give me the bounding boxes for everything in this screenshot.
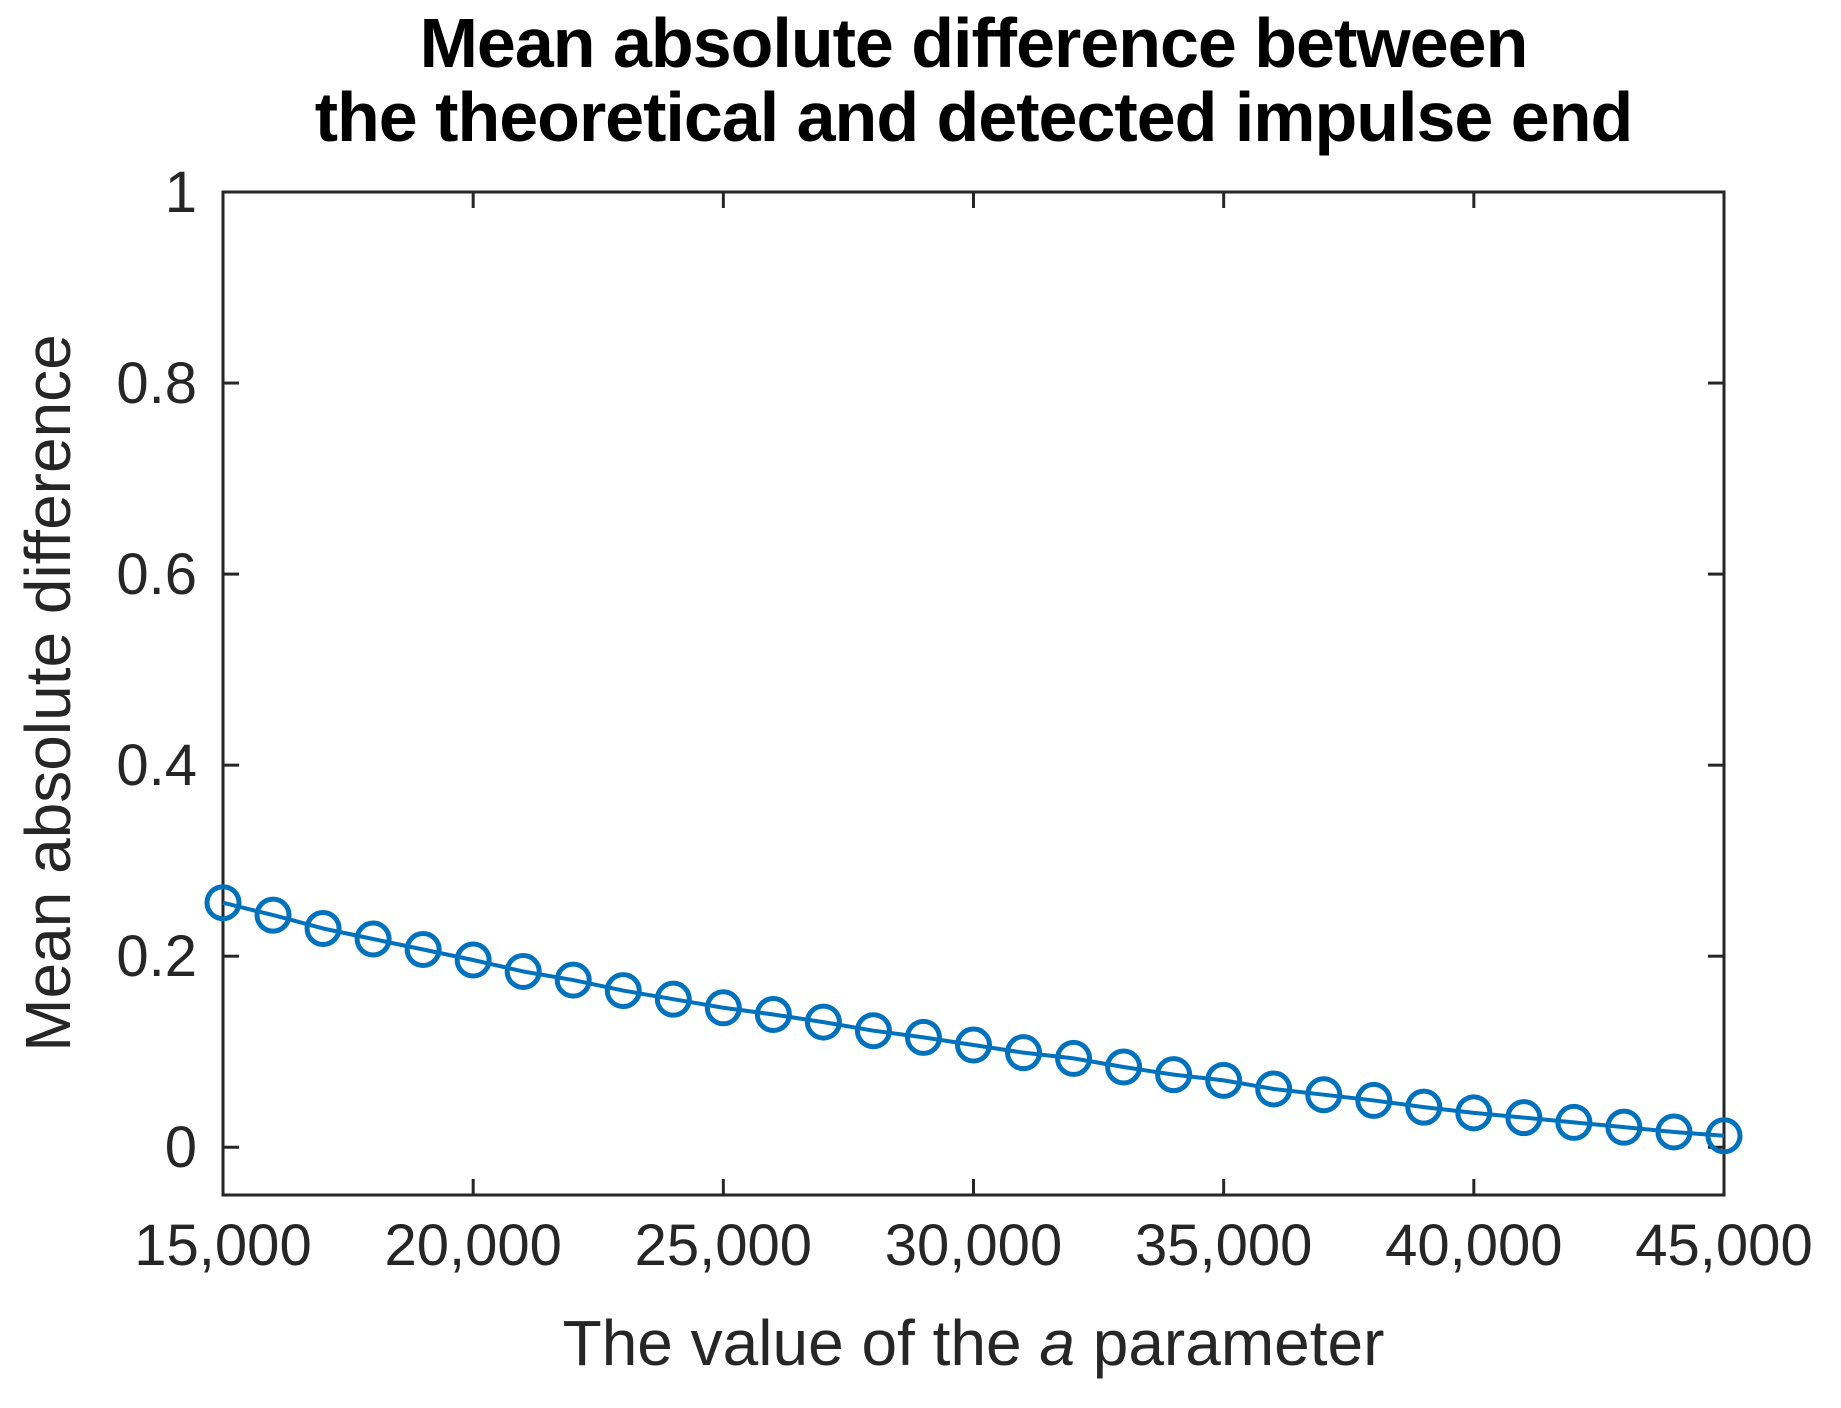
y-tick-label: 0.2 [116, 924, 197, 989]
x-axis-label: The value of the a parameter [223, 1306, 1724, 1380]
data-point-marker [1705, 1117, 1743, 1155]
data-point-marker [354, 920, 392, 958]
x-tick-label: 45,000 [1635, 1213, 1812, 1278]
data-point-marker [304, 909, 342, 947]
data-point-marker [454, 941, 492, 979]
x-tick-label: 15,000 [134, 1213, 311, 1278]
data-point-marker [1255, 1070, 1293, 1108]
data-point-marker [754, 995, 792, 1033]
data-point-marker [1605, 1108, 1643, 1146]
y-tick-label: 1 [165, 160, 197, 225]
chart-title-line2: the theoretical and detected impulse end [314, 78, 1634, 157]
data-point-marker [654, 980, 692, 1018]
y-axis-label: Mean absolute difference [12, 334, 84, 1052]
data-point-marker [404, 931, 442, 969]
data-point-marker [804, 1003, 842, 1041]
x-tick-label: 25,000 [635, 1213, 812, 1278]
data-point-marker [1055, 1039, 1093, 1077]
data-line [222, 900, 1725, 1138]
x-axis-label-suffix: parameter [1074, 1307, 1385, 1379]
data-point-marker [854, 1012, 892, 1050]
data-point-marker [1305, 1076, 1343, 1114]
data-point-marker [904, 1018, 942, 1056]
data-point-marker [504, 952, 542, 990]
data-point-marker [204, 884, 242, 922]
chart-title: Mean absolute difference between the the… [223, 4, 1724, 157]
data-point-marker [1155, 1056, 1193, 1094]
data-point-marker [604, 972, 642, 1010]
y-tick-label: 0.6 [116, 542, 197, 607]
x-tick-label: 40,000 [1385, 1213, 1562, 1278]
data-point-marker [254, 896, 292, 934]
data-point-marker [1405, 1088, 1443, 1126]
data-point-marker [554, 961, 592, 999]
data-point-marker [1205, 1061, 1243, 1099]
x-tick-label: 35,000 [1135, 1213, 1312, 1278]
x-tick-label: 30,000 [885, 1213, 1062, 1278]
y-tick-label: 0.4 [116, 733, 197, 798]
data-point-marker [1555, 1103, 1593, 1141]
y-tick-label: 0.8 [116, 351, 197, 416]
data-point-marker [1505, 1099, 1543, 1137]
data-point-marker [704, 989, 742, 1027]
chart-title-line1: Mean absolute difference between [419, 4, 1529, 82]
x-axis-label-prefix: The value of the [562, 1307, 1040, 1379]
data-point-marker [1655, 1113, 1693, 1151]
x-axis-label-parameter-symbol: a [1039, 1307, 1075, 1379]
data-point-marker [955, 1026, 992, 1064]
data-point-marker [1005, 1034, 1043, 1072]
data-point-marker [1355, 1081, 1393, 1119]
data-point-marker [1455, 1094, 1493, 1132]
x-tick-label: 20,000 [384, 1213, 561, 1278]
y-tick-label: 0 [165, 1115, 197, 1180]
data-point-marker [1105, 1048, 1143, 1086]
